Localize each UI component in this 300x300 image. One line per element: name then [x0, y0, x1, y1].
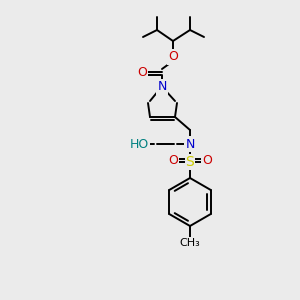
- Text: O: O: [168, 154, 178, 167]
- Text: O: O: [137, 65, 147, 79]
- Text: HO: HO: [130, 137, 149, 151]
- Text: CH₃: CH₃: [180, 238, 200, 248]
- Text: S: S: [186, 155, 194, 169]
- Text: O: O: [202, 154, 212, 167]
- Text: O: O: [168, 50, 178, 64]
- Text: N: N: [185, 137, 195, 151]
- Text: N: N: [157, 80, 167, 94]
